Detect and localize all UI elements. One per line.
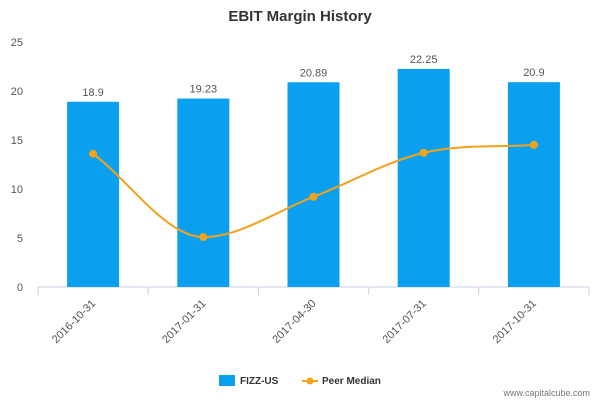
y-tick-label: 20 [11, 86, 23, 98]
bar [507, 82, 560, 288]
bar-data-label: 20.9 [523, 67, 544, 79]
y-tick-label: 5 [17, 233, 23, 245]
y-tick-label: 25 [11, 37, 23, 49]
legend-label-fizz-us: FIZZ-US [240, 376, 279, 387]
bar [397, 68, 450, 287]
bar [177, 98, 230, 288]
legend-marker-peer-median [306, 377, 314, 385]
legend-label-peer-median: Peer Median [322, 376, 381, 387]
bar-series [67, 68, 560, 288]
peer-median-point [89, 149, 98, 158]
x-tick-label: 2017-01-31 [160, 298, 208, 346]
line-series [89, 140, 538, 242]
bar-data-label: 20.89 [300, 67, 328, 79]
peer-median-point [529, 140, 538, 149]
watermark: www.capitalcube.com [502, 388, 590, 398]
bar [67, 101, 120, 287]
bar-data-label: 19.23 [190, 84, 218, 96]
peer-median-point [309, 192, 318, 201]
legend: FIZZ-US Peer Median [219, 375, 381, 387]
bar [287, 82, 340, 287]
peer-median-line [92, 143, 534, 239]
chart-title: EBIT Margin History [228, 8, 372, 25]
x-tick-label: 2017-04-30 [270, 298, 318, 346]
peer-median-point [199, 233, 208, 242]
y-tick-label: 10 [11, 184, 23, 196]
y-tick-label: 15 [11, 135, 23, 147]
bar-data-label: 18.9 [82, 87, 103, 99]
x-tick-label: 2017-07-31 [381, 298, 429, 346]
y-tick-label: 0 [17, 282, 23, 294]
x-axis: 2016-10-31 2017-01-31 2017-04-30 2017-07-31… [37, 287, 590, 346]
y-axis: 0 5 10 15 20 25 [11, 37, 23, 294]
bar-data-labels: 18.9 19.23 20.89 22.25 20.9 [82, 54, 544, 99]
peer-median-point [419, 148, 428, 157]
x-tick-label: 2016-10-31 [50, 298, 98, 346]
x-tick-label: 2017-10-31 [491, 298, 539, 346]
legend-swatch-fizz-us [219, 375, 235, 386]
bar-data-label: 22.25 [410, 54, 438, 66]
